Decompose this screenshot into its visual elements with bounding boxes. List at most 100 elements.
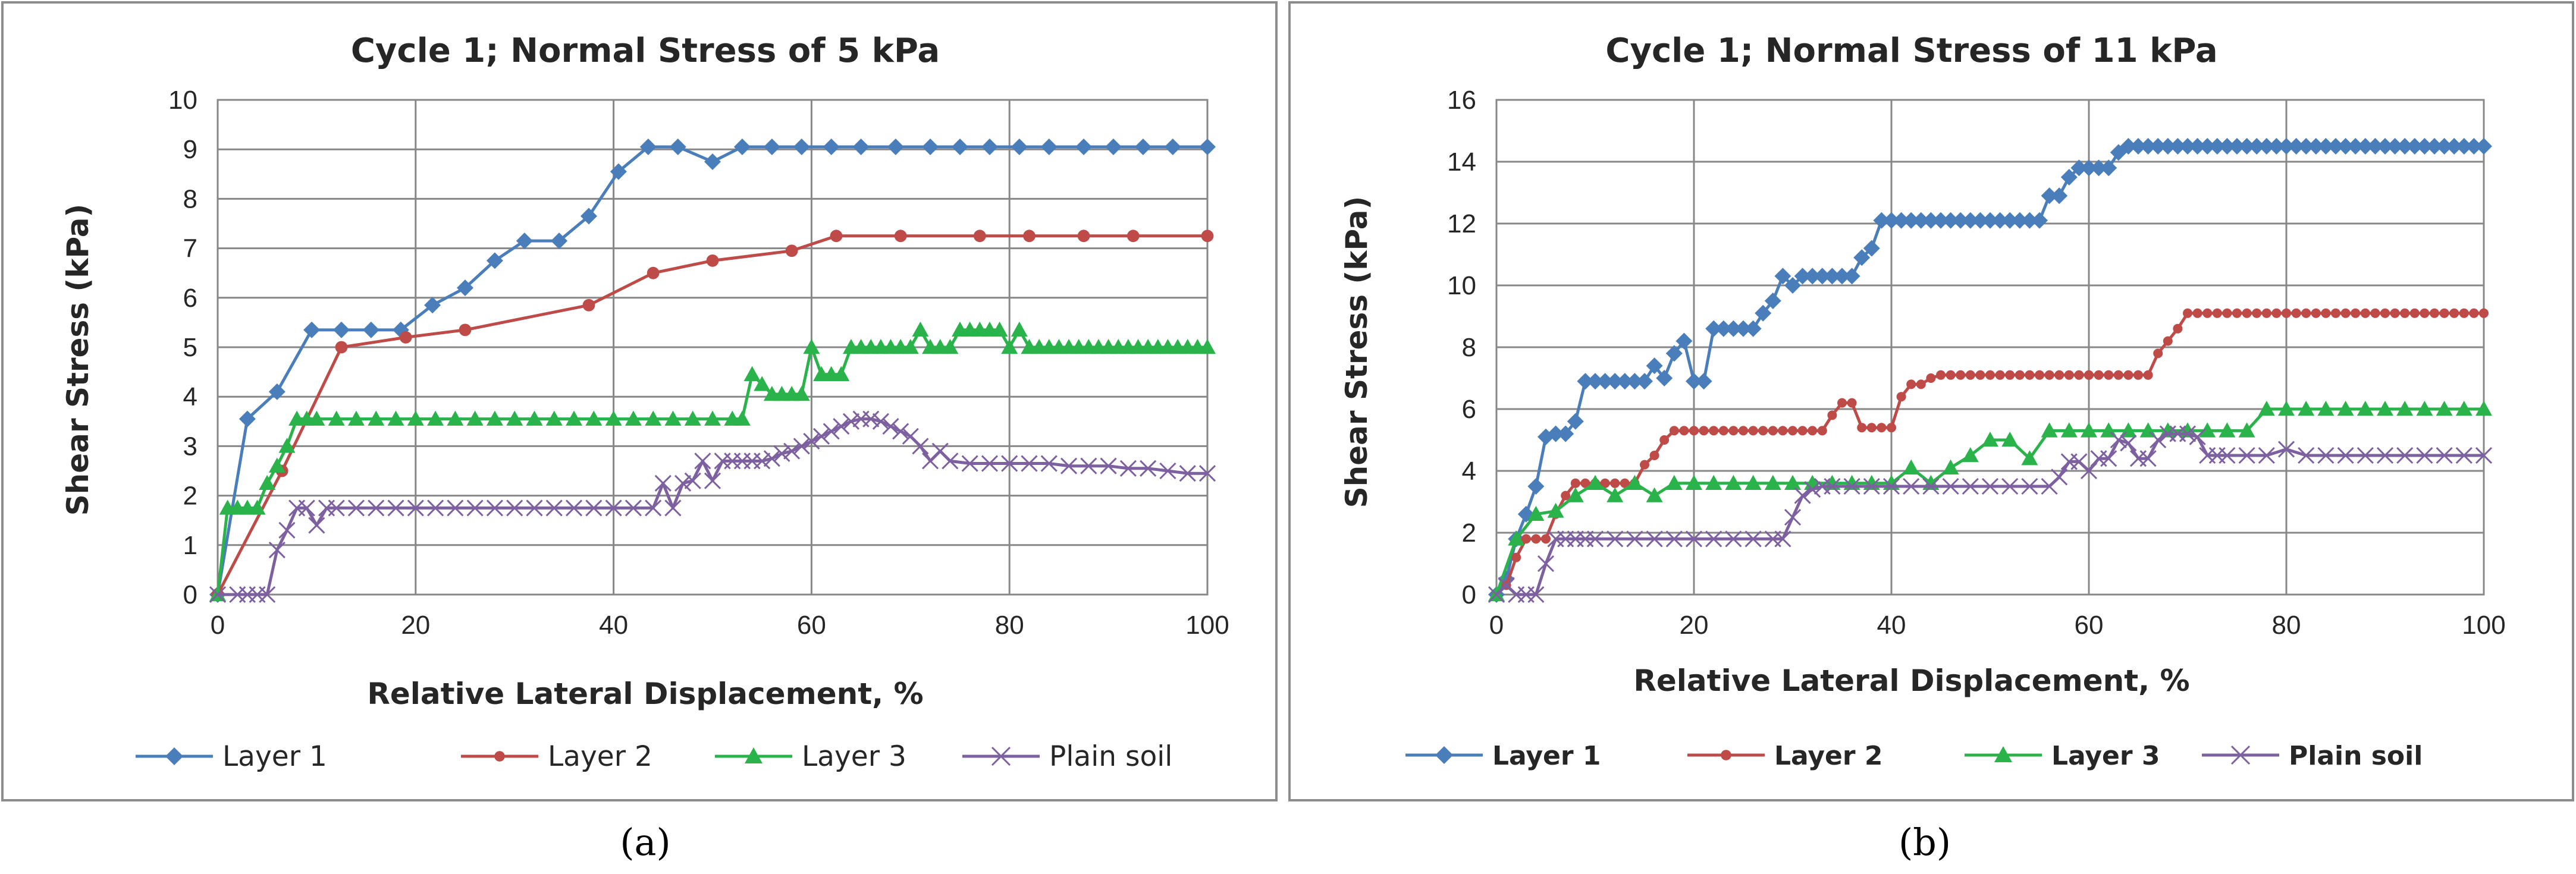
- data-point: [2357, 138, 2374, 155]
- data-point: [2081, 422, 2097, 438]
- x-tick-label: 0: [1489, 611, 1504, 640]
- data-point: [545, 410, 563, 426]
- data-point: [506, 410, 523, 426]
- data-point: [1794, 268, 1811, 285]
- data-point: [1972, 212, 1989, 229]
- plot-area-frame: [1495, 99, 2485, 596]
- data-point: [1784, 508, 1802, 526]
- data-point: [812, 427, 830, 445]
- data-point: [1827, 410, 1837, 420]
- data-point: [1942, 459, 1959, 474]
- legend-item-layer-1: Layer 1: [136, 740, 327, 773]
- data-point: [803, 339, 820, 354]
- data-point: [486, 499, 503, 517]
- data-point: [328, 410, 345, 426]
- data-point: [2084, 370, 2094, 380]
- data-point: [1669, 426, 1679, 436]
- data-point: [852, 139, 870, 156]
- data-point: [407, 410, 424, 426]
- data-point: [2347, 138, 2364, 155]
- y-tick-label: 6: [1462, 395, 1476, 424]
- data-point: [2370, 308, 2380, 318]
- data-point: [2396, 138, 2414, 155]
- data-point: [610, 163, 627, 180]
- data-point: [922, 139, 939, 156]
- data-point: [2436, 401, 2453, 416]
- data-point: [1646, 487, 1663, 502]
- data-point: [1784, 277, 1801, 294]
- data-point: [2159, 138, 2176, 155]
- data-point: [2090, 159, 2107, 177]
- data-point: [1508, 530, 1525, 546]
- data-point: [894, 229, 907, 243]
- data-point: [1735, 320, 1752, 337]
- data-point: [459, 323, 472, 337]
- data-point: [526, 410, 543, 426]
- data-point: [1936, 370, 1946, 380]
- data-point: [1764, 293, 1781, 309]
- data-point: [2278, 401, 2295, 416]
- data-point: [268, 542, 285, 559]
- data-point: [803, 433, 820, 450]
- data-point: [1659, 435, 1670, 445]
- data-point: [2001, 432, 2019, 447]
- data-point: [2025, 370, 2035, 380]
- data-point: [1164, 139, 1181, 156]
- data-point: [1705, 320, 1722, 337]
- data-point: [684, 472, 701, 489]
- series-layer-2: [1492, 308, 2489, 599]
- data-point: [2120, 138, 2137, 155]
- data-point: [2268, 138, 2285, 155]
- data-point: [1853, 249, 1871, 266]
- data-point: [2367, 138, 2384, 155]
- series-layer-3: [1488, 401, 2492, 602]
- data-point: [2277, 441, 2295, 458]
- data-point: [1686, 474, 1702, 490]
- data-point: [981, 455, 998, 472]
- series-a: [209, 139, 1216, 603]
- data-point: [2123, 370, 2133, 380]
- legend-marker: [494, 751, 505, 762]
- series-plain-soil: [1488, 425, 2493, 603]
- y-tick-label: 0: [183, 580, 197, 609]
- data-point: [2179, 138, 2196, 155]
- panel-caption-b: (b): [1899, 820, 1951, 864]
- data-point: [1725, 474, 1742, 490]
- data-point: [1873, 212, 1890, 229]
- data-point: [1744, 530, 1762, 548]
- data-point: [239, 410, 256, 427]
- data-point: [1922, 477, 1940, 495]
- y-tick-label: 3: [183, 432, 197, 461]
- y-tick-label: 5: [183, 333, 197, 362]
- y-tick-label: 10: [1447, 271, 1476, 300]
- data-point: [1975, 370, 1985, 380]
- data-point: [1768, 426, 1778, 436]
- data-point: [2390, 308, 2400, 318]
- data-point: [763, 450, 780, 467]
- legend-label: Layer 1: [222, 740, 327, 773]
- data-point: [605, 410, 622, 426]
- data-point: [2436, 138, 2453, 155]
- data-point: [1824, 477, 1841, 495]
- data-point: [1877, 423, 1887, 433]
- data-point: [1788, 426, 1797, 436]
- legend-marker: [1435, 746, 1453, 764]
- data-point: [793, 386, 810, 401]
- data-point: [1863, 240, 1880, 257]
- data-point: [1764, 474, 1781, 490]
- data-point: [1903, 212, 1920, 229]
- data-point: [1521, 534, 1531, 544]
- data-point: [1686, 373, 1702, 390]
- data-point: [684, 410, 701, 426]
- data-point: [249, 499, 266, 515]
- data-point: [585, 499, 603, 517]
- data-point: [2113, 370, 2123, 380]
- data-point: [1023, 229, 1036, 243]
- data-point: [2219, 422, 2236, 438]
- data-point: [2031, 212, 2048, 229]
- data-point: [625, 410, 642, 426]
- data-point: [2258, 138, 2275, 155]
- data-point: [991, 321, 1008, 337]
- data-point: [1626, 474, 1643, 490]
- data-point: [2479, 308, 2489, 318]
